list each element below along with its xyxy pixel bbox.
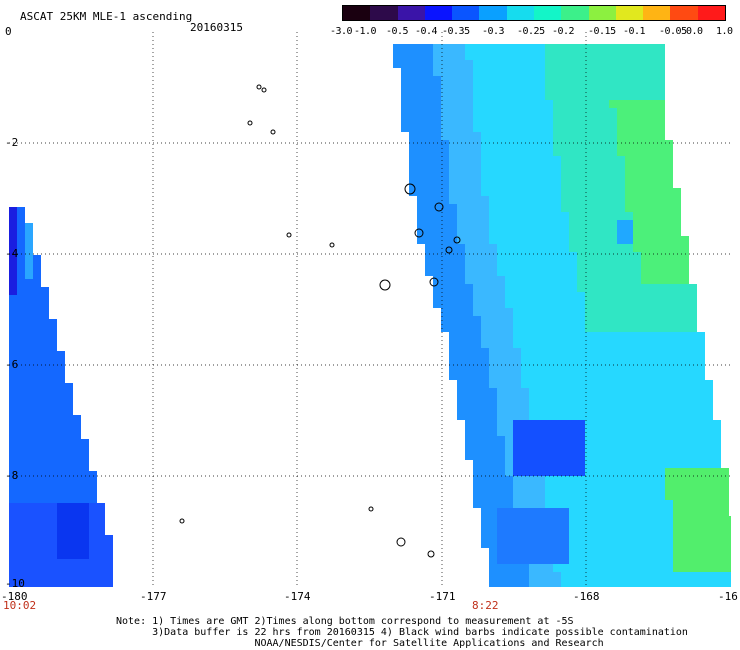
colorbar-label: -0.3 xyxy=(482,26,505,37)
colorbar-swatch xyxy=(561,6,589,20)
colorbar-label: -0.4 xyxy=(415,26,438,37)
lon-label-5: -16 xyxy=(718,590,738,603)
colorbar-swatch xyxy=(643,6,671,20)
lat-label-4: -8 xyxy=(5,469,19,482)
lon-label-4: -168 xyxy=(573,590,600,603)
colorbar-label: 1.0 xyxy=(716,26,733,37)
colorbar-swatch xyxy=(343,6,371,20)
note-line-2: 3)Data buffer is 22 hrs from 20160315 4)… xyxy=(116,627,688,638)
colorbar-label: -0.5 xyxy=(386,26,409,37)
colorbar-swatch xyxy=(479,6,507,20)
colorbar-label: -0.35 xyxy=(442,26,470,37)
lon-label-2: -174 xyxy=(284,590,311,603)
lat-label-2: -4 xyxy=(5,247,19,260)
colorbar-swatch xyxy=(506,6,534,20)
island-outline xyxy=(368,506,374,512)
data-swaths xyxy=(9,44,731,587)
lon-label-0: -180 xyxy=(1,590,28,603)
colorbar xyxy=(342,5,726,21)
island-outline xyxy=(429,277,439,287)
time-label-left: 10:02 xyxy=(3,599,37,612)
map-panel xyxy=(9,32,731,587)
colorbar-label: 0.0 xyxy=(686,26,703,37)
lon-label-1: -177 xyxy=(140,590,167,603)
colorbar-swatch xyxy=(533,6,562,20)
note-line-1: Note: 1) Times are GMT 2)Times along bot… xyxy=(116,616,574,627)
island-outline xyxy=(286,232,292,238)
colorbar-swatch xyxy=(615,6,644,20)
note-line-3: NOAA/NESDIS/Center for Satellite Applica… xyxy=(116,638,604,649)
colorbar-swatch xyxy=(370,6,398,20)
lat-label-3: -6 xyxy=(5,358,19,371)
island-outline xyxy=(445,246,453,254)
colorbar-label: -0.2 xyxy=(552,26,575,37)
island-outline xyxy=(247,120,253,126)
gridlines xyxy=(9,32,731,587)
island-outline xyxy=(256,84,262,90)
island-outline xyxy=(414,228,424,238)
colorbar-label: -0.25 xyxy=(517,26,545,37)
island-outline xyxy=(434,202,444,212)
colorbar-label: -0.15 xyxy=(588,26,616,37)
colorbar-swatch xyxy=(670,6,698,20)
colorbar-swatch xyxy=(397,6,425,20)
lon-label-3: -171 xyxy=(429,590,456,603)
colorbar-label: -3.0 xyxy=(330,26,353,37)
colorbar-label: -1.0 xyxy=(354,26,377,37)
colorbar-labels: -3.0 -1.0 -0.5 -0.4 -0.35 -0.3 -0.25 -0.2 -0.15-… xyxy=(320,26,740,38)
colorbar-swatch xyxy=(588,6,616,20)
colorbar-label: -0.1 xyxy=(623,26,646,37)
plot-title: ASCAT 25KM MLE-1 ascending xyxy=(20,10,193,23)
island-outline xyxy=(396,537,406,547)
island-outline xyxy=(329,242,335,248)
island-outlines xyxy=(179,84,461,558)
colorbar-swatch xyxy=(424,6,453,20)
island-outline xyxy=(270,129,276,135)
time-label-mid: 8:22 xyxy=(472,599,499,612)
colorbar-swatch xyxy=(697,6,725,20)
island-outline xyxy=(453,236,461,244)
footnotes: Note: 1) Times are GMT 2)Times along bot… xyxy=(116,616,688,649)
colorbar-label: -0.05 xyxy=(659,26,687,37)
lat-label-1: -2 xyxy=(5,136,19,149)
island-outline xyxy=(379,279,391,291)
lat-label-5: -10 xyxy=(5,577,25,590)
island-outline xyxy=(427,550,435,558)
lat-label-0: 0 xyxy=(5,25,12,38)
plot-date: 20160315 xyxy=(190,21,243,34)
colorbar-swatch xyxy=(452,6,480,20)
island-outline xyxy=(179,518,185,524)
island-outline xyxy=(404,183,416,195)
island-outline xyxy=(261,87,267,93)
